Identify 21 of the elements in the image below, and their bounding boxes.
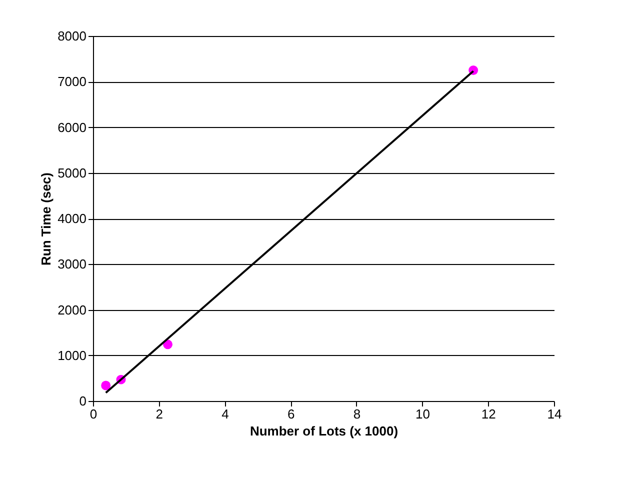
x-tick-label: 8 — [353, 406, 361, 422]
y-tick-label: 7000 — [58, 74, 86, 90]
point — [163, 340, 172, 350]
x-tick-label: 6 — [287, 406, 295, 422]
x-tick-label: 10 — [416, 406, 430, 422]
x-tick-label: 4 — [222, 406, 229, 422]
x-axis-title: Number of Lots (x 1000) — [250, 424, 398, 438]
y-tick-label: 5000 — [58, 165, 86, 180]
y-tick-label: 2000 — [58, 302, 86, 318]
x-tick-label: 0 — [90, 406, 98, 422]
x-tick-label: 2 — [156, 406, 163, 422]
y-tick-label: 3000 — [58, 256, 86, 272]
y-tick-label: 6000 — [58, 120, 86, 135]
point — [101, 380, 111, 390]
y-tick-label: 4000 — [58, 211, 86, 226]
y-tick-label: 1000 — [58, 348, 86, 363]
y-tick-label: 0 — [79, 394, 86, 408]
x-tick-label: 12 — [481, 406, 496, 422]
x-tick-label: 14 — [547, 406, 562, 422]
y-axis-title: Run Time (sec) — [38, 172, 54, 266]
y-tick-label: 8000 — [58, 28, 86, 44]
